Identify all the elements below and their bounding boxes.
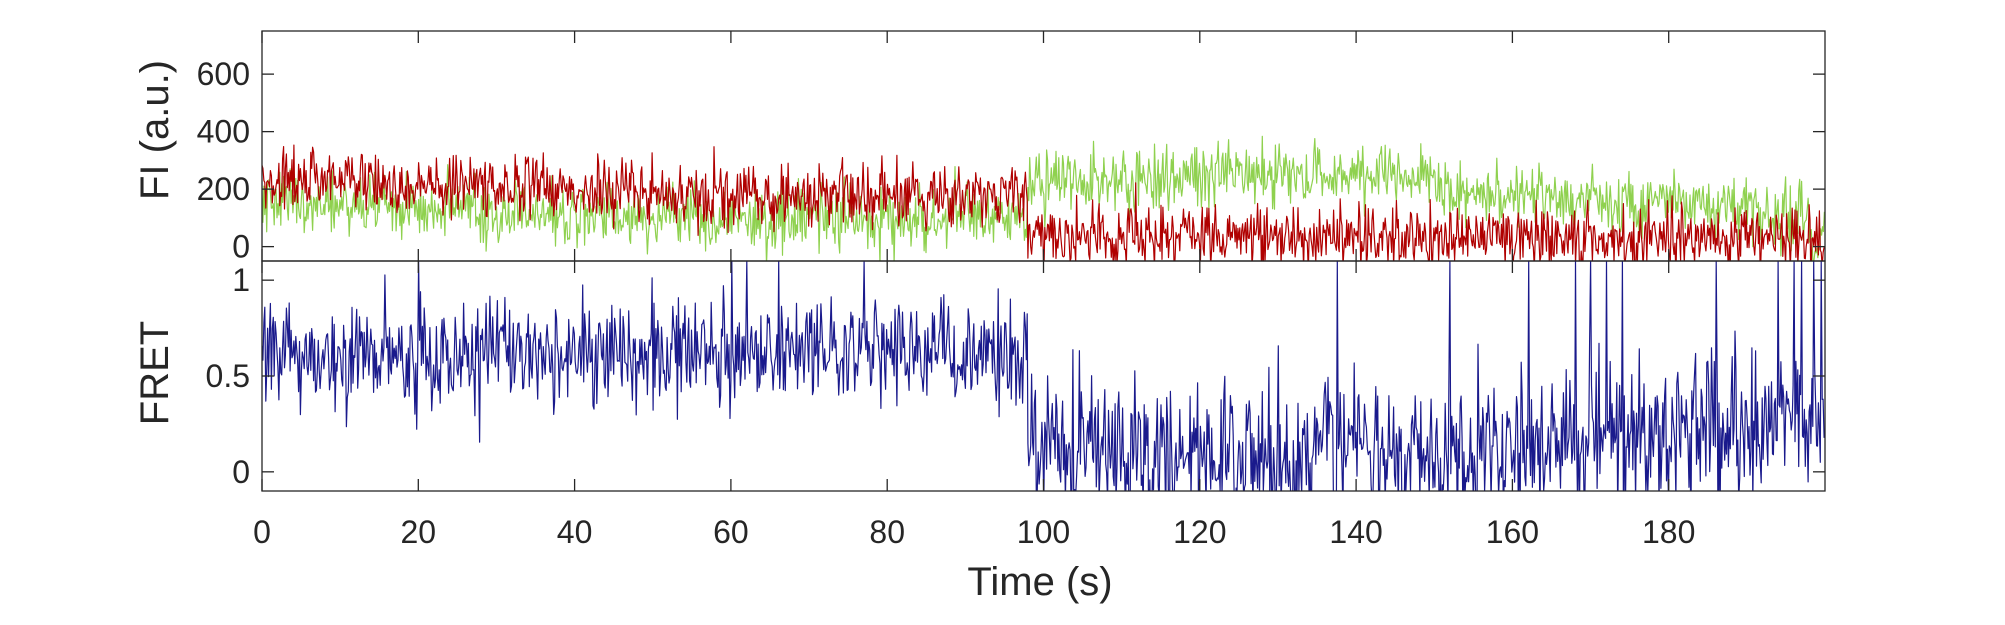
fluorescence-panel: 0 200 400 600 (197, 30, 1826, 265)
fret-panel: 00.51 (206, 260, 1826, 492)
fluorescence-series-0 (262, 135, 1825, 261)
fluorescence-ytick-label: 0 (232, 229, 250, 265)
time-tick-label: 100 (1017, 514, 1070, 550)
time-tick-label: 60 (713, 514, 749, 550)
time-tick-label: 20 (401, 514, 437, 550)
fluorescence-ytick-label: 200 (197, 171, 250, 207)
fluorescence-axis-label: FI (a.u.) (133, 60, 177, 200)
fluorescence-ytick-label: 600 (197, 56, 250, 92)
time-axis: 0 20 40 60 80 100 120 140 160 180 (253, 514, 1695, 550)
fret-axis-label: FRET (133, 321, 177, 425)
fluorescence-trace-line-1 (262, 144, 1825, 261)
time-tick-label: 140 (1329, 514, 1382, 550)
fluorescence-ytick-label: 400 (197, 114, 250, 150)
fluorescence-series-1 (262, 144, 1825, 261)
fret-ytick-label: 0 (232, 454, 250, 490)
fret-trace-line-0 (262, 261, 1825, 491)
fret-ytick-label: 0.5 (206, 358, 250, 394)
time-tick-label: 180 (1642, 514, 1695, 550)
time-tick-label: 160 (1486, 514, 1539, 550)
fret-series-0 (262, 261, 1825, 491)
time-tick-label: 0 (253, 514, 271, 550)
fluorescence-trace-line-0 (262, 135, 1825, 261)
time-tick-label: 80 (869, 514, 905, 550)
time-tick-label: 40 (557, 514, 593, 550)
time-axis-label: Time (s) (967, 560, 1112, 604)
time-tick-label: 120 (1173, 514, 1226, 550)
fret-ytick-label: 1 (232, 262, 250, 298)
